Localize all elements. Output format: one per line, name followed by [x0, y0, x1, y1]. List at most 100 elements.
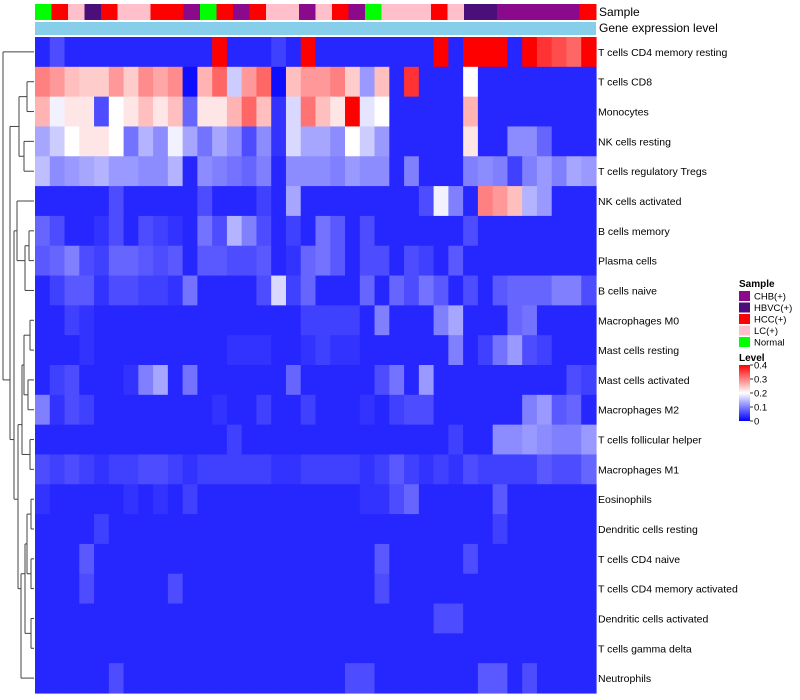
- sample-legend-swatch: [739, 337, 750, 347]
- heatmap-cell: [463, 215, 479, 247]
- sample-annotation-cell: [447, 4, 465, 20]
- heatmap-cell: [566, 305, 582, 336]
- heatmap-cell: [433, 663, 449, 694]
- heatmap-cell: [566, 514, 582, 545]
- heatmap-cell: [241, 633, 258, 664]
- heatmap-cell: [212, 96, 228, 128]
- heatmap-cell: [123, 186, 139, 217]
- heatmap-cell: [566, 215, 582, 247]
- heatmap-cell: [138, 66, 154, 98]
- heatmap-cell: [492, 424, 509, 456]
- heatmap-cell: [330, 126, 346, 157]
- heatmap-cell: [256, 365, 272, 396]
- heatmap-cell: [108, 66, 125, 98]
- heatmap-cell: [359, 543, 376, 575]
- heatmap-cell: [345, 424, 361, 456]
- heatmap-cell: [330, 37, 346, 68]
- heatmap-cell: [315, 37, 331, 68]
- heatmap-cell: [522, 573, 538, 605]
- heatmap-cell: [359, 156, 376, 187]
- heatmap-cell: [241, 365, 258, 396]
- heatmap-cell: [256, 424, 272, 456]
- heatmap-cell: [404, 633, 420, 664]
- heatmap-cell: [49, 484, 66, 515]
- heatmap-cell: [212, 245, 228, 277]
- heatmap-cell: [241, 603, 258, 634]
- heatmap-cell: [418, 484, 435, 515]
- heatmap-cell: [108, 215, 125, 247]
- heatmap-cell: [492, 543, 509, 575]
- heatmap-cell: [477, 66, 494, 98]
- heatmap-cell: [566, 96, 582, 128]
- heatmap-cell: [138, 543, 154, 575]
- heatmap-cell: [79, 603, 95, 634]
- heatmap-cell: [138, 424, 154, 456]
- heatmap-cell: [581, 186, 597, 217]
- heatmap-cell: [507, 603, 523, 634]
- heatmap-cell: [300, 245, 317, 277]
- heatmap-cell: [226, 663, 243, 694]
- heatmap-cell: [79, 215, 95, 247]
- heatmap-cell: [477, 335, 494, 366]
- heatmap-cell: [418, 96, 435, 128]
- heatmap-cell: [315, 633, 331, 664]
- heatmap-cell: [551, 275, 568, 306]
- heatmap-cell: [374, 245, 390, 277]
- heatmap-cell: [64, 215, 80, 247]
- heatmap-cell: [359, 514, 376, 545]
- heatmap-cell: [581, 514, 597, 545]
- heatmap-cell: [389, 514, 405, 545]
- heatmap-cell: [404, 37, 420, 68]
- heatmap-cell: [418, 156, 435, 187]
- heatmap-cell: [138, 215, 154, 247]
- heatmap-cell: [35, 573, 51, 605]
- heatmap-cell: [433, 156, 449, 187]
- heatmap-cell: [197, 96, 213, 128]
- heatmap-cell: [389, 156, 405, 187]
- heatmap-cell: [138, 275, 154, 306]
- heatmap-cell: [108, 603, 125, 634]
- heatmap-cell: [182, 305, 198, 336]
- heatmap-cell: [463, 96, 479, 128]
- heatmap-cell: [566, 126, 582, 157]
- heatmap-cell: [536, 37, 553, 68]
- heatmap-cell: [330, 66, 346, 98]
- heatmap-cell: [507, 305, 523, 336]
- heatmap-cell: [35, 394, 51, 426]
- heatmap-cell: [374, 663, 390, 694]
- heatmap-cell: [285, 126, 302, 157]
- heatmap-cell: [522, 365, 538, 396]
- heatmap-cell: [536, 573, 553, 605]
- heatmap-cell: [123, 335, 139, 366]
- heatmap-cell: [522, 186, 538, 217]
- sample-annotation-cell: [563, 4, 580, 20]
- heatmap-cell: [463, 514, 479, 545]
- heatmap-cell: [241, 663, 258, 694]
- heatmap-cell: [285, 37, 302, 68]
- row-label: T cells regulatory Tregs: [598, 166, 707, 178]
- heatmap-cell: [418, 454, 435, 485]
- heatmap-cell: [477, 543, 494, 575]
- sample-annotation-cell: [282, 4, 300, 20]
- heatmap-cell: [182, 394, 198, 426]
- heatmap-cell: [35, 424, 51, 456]
- heatmap-cell: [64, 156, 80, 187]
- heatmap-cell: [153, 603, 169, 634]
- heatmap-cell: [256, 96, 272, 128]
- heatmap-cell: [477, 573, 494, 605]
- heatmap-cell: [492, 126, 509, 157]
- heatmap-cell: [404, 424, 420, 456]
- row-label: T cells follicular helper: [598, 435, 702, 447]
- heatmap-cell: [153, 126, 169, 157]
- heatmap-cell: [241, 454, 258, 485]
- heatmap-cell: [345, 186, 361, 217]
- heatmap-cell: [315, 275, 331, 306]
- heatmap-cell: [241, 335, 258, 366]
- heatmap-cell: [138, 335, 154, 366]
- level-colorbar: [739, 365, 750, 421]
- heatmap-cell: [374, 633, 390, 664]
- heatmap-cell: [94, 484, 110, 515]
- heatmap-cell: [167, 543, 184, 575]
- heatmap-cell: [285, 454, 302, 485]
